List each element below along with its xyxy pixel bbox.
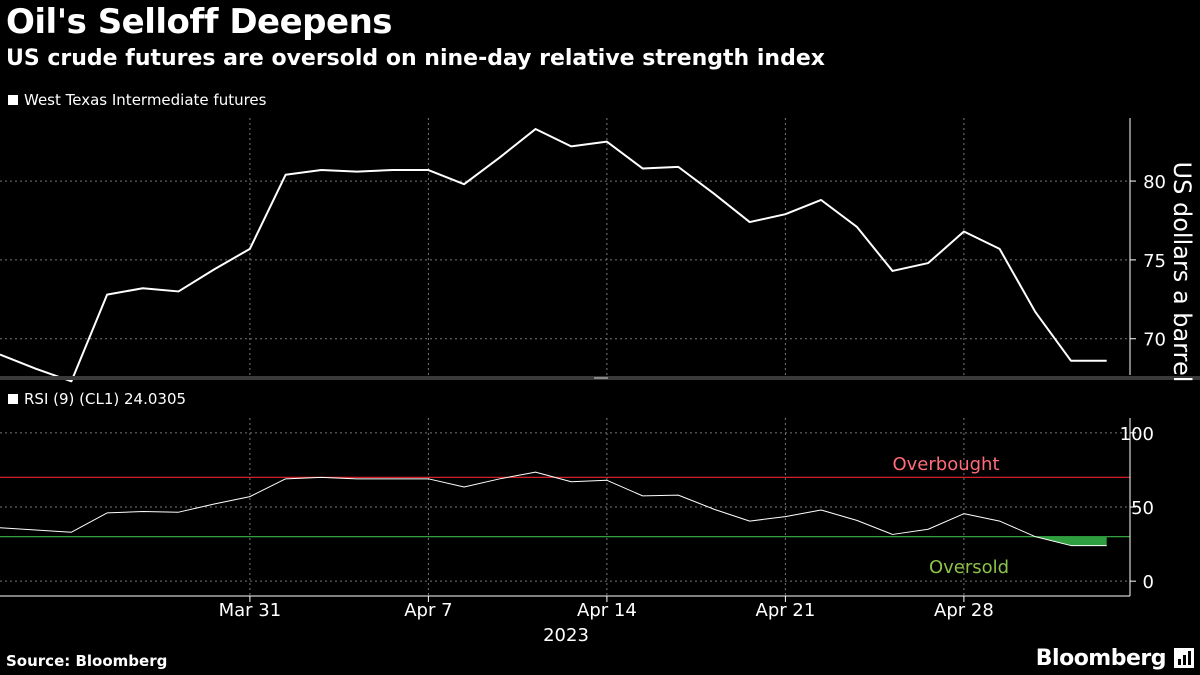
price-legend-label: West Texas Intermediate futures [24, 91, 267, 109]
x-tick-label: Apr 7 [404, 600, 452, 621]
series-lines [0, 128, 1107, 547]
x-tick-label: Apr 28 [934, 600, 994, 621]
price-y-tick-label: 80 [1143, 172, 1166, 193]
x-axis-year: 2023 [543, 625, 589, 646]
rsi-legend: RSI (9) (CL1) 24.0305 [8, 390, 186, 408]
rsi-gridlines [0, 418, 1130, 596]
oversold-fill-area [1035, 536, 1107, 546]
source-note: Source: Bloomberg [6, 652, 168, 670]
axes: Mar 31 Apr 7 Apr 14 Apr 21 Apr 28 70 75 80 0 50 10… [0, 118, 1166, 621]
panel-divider-handle[interactable] [594, 377, 608, 379]
wti-price-line [0, 128, 1107, 383]
rsi-reference-lines [0, 476, 1130, 538]
price-y-tick-label: 75 [1143, 251, 1166, 272]
rsi-line [0, 471, 1107, 547]
chart-subtitle: US crude futures are oversold on nine-da… [6, 46, 825, 71]
price-gridlines [0, 118, 1130, 375]
x-tick-label: Apr 14 [577, 600, 637, 621]
rsi-y-tick-label: 100 [1120, 424, 1154, 445]
oversold-fill-group [1035, 536, 1107, 546]
price-y-tick-label: 70 [1143, 330, 1166, 351]
x-tick-label: Apr 21 [756, 600, 816, 621]
brand-logo-text: Bloomberg [1035, 646, 1167, 671]
bloomberg-logo-icon [1174, 648, 1194, 668]
price-legend-swatch [8, 95, 18, 105]
price-y-axis-label: US dollars a barrel [1168, 162, 1196, 383]
price-legend: West Texas Intermediate futures [8, 91, 266, 109]
rsi-legend-label: RSI (9) (CL1) 24.0305 [24, 390, 187, 408]
chart-title: Oil's Selloff Deepens [6, 2, 393, 42]
overbought-label: Overbought [892, 454, 999, 475]
rsi-y-tick-label: 0 [1143, 572, 1154, 593]
x-tick-label: Mar 31 [219, 600, 282, 621]
oversold-label: Oversold [929, 557, 1009, 578]
rsi-y-tick-label: 50 [1131, 498, 1154, 519]
rsi-legend-swatch [8, 394, 18, 404]
